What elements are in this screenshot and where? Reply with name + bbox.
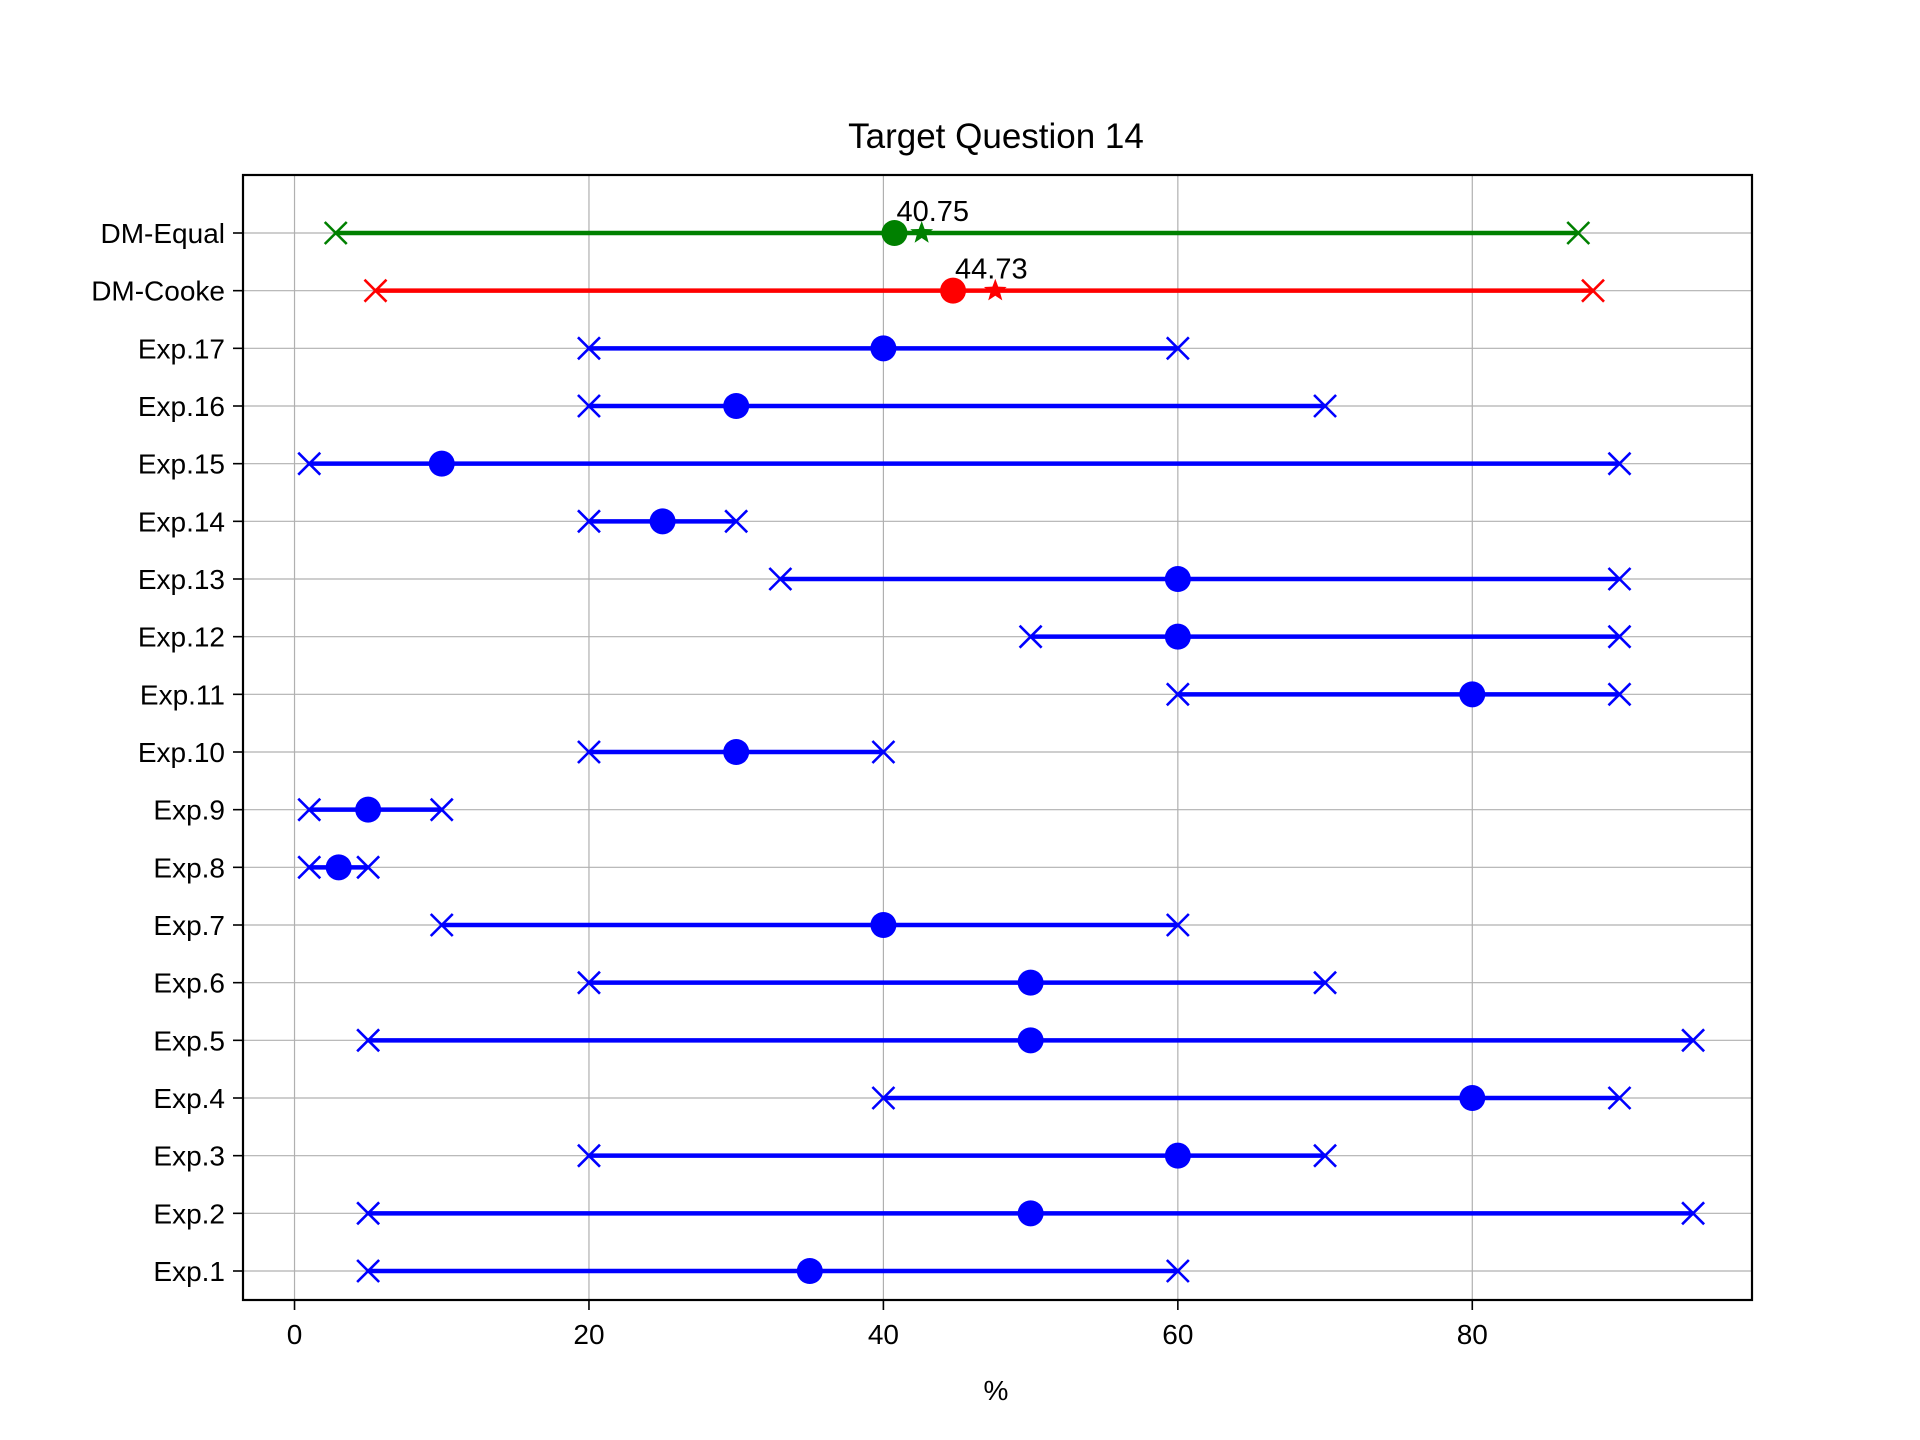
upper-bound-marker [1681,1201,1706,1226]
median-marker [1017,1027,1044,1054]
upper-bound-marker [724,509,749,534]
median-marker [1459,1085,1486,1111]
y-tick-label: Exp.13 [138,564,225,595]
y-tick-label: Exp.3 [153,1141,225,1172]
lower-bound-marker [297,797,322,822]
lower-bound-marker [297,855,322,880]
median-marker [1459,681,1486,708]
upper-bound-marker [1165,913,1190,937]
upper-bound-marker [871,740,896,764]
median-marker [1164,566,1191,592]
median-marker [940,277,967,304]
lower-bound-marker [1018,624,1043,649]
median-marker [649,508,676,535]
upper-bound-marker [1607,624,1632,649]
y-tick-label: Exp.15 [138,449,225,480]
lower-bound-marker [577,394,601,418]
upper-bound-marker [1607,682,1632,707]
lower-bound-marker [297,451,322,476]
lower-bound-marker [363,278,388,303]
y-tick-label: Exp.2 [153,1198,225,1229]
median-marker [1164,623,1191,650]
upper-bound-marker [1165,1259,1190,1283]
y-tick-label: Exp.16 [138,391,225,422]
y-tick-label: Exp.6 [153,968,225,999]
interval-series: 40.75 44.73 [297,196,1706,1284]
median-marker [1164,1142,1191,1169]
lower-bound-marker [1165,682,1190,707]
y-tick-label: DM-Cooke [91,276,225,307]
y-tick-label: Exp.4 [153,1083,225,1114]
upper-bound-marker [1607,451,1632,476]
x-axis: 0 20 40 60 80 [287,1300,1488,1350]
median-marker [881,220,908,246]
upper-bound-marker [1581,278,1605,303]
median-marker [723,393,750,419]
median-marker [723,739,750,765]
y-axis: DM-Equal DM-Cooke Exp.17 Exp.16 Exp.15 Exp.14… [91,218,243,1287]
lower-bound-marker [356,1028,381,1053]
upper-bound-marker [1566,221,1591,245]
lower-bound-marker [577,336,601,361]
y-tick-label: Exp.5 [153,1025,225,1056]
lower-bound-marker [577,740,601,764]
median-marker [355,796,382,823]
median-marker [796,1258,823,1284]
y-tick-label: Exp.14 [138,506,225,537]
lower-bound-marker [577,509,601,534]
upper-bound-marker [356,855,381,880]
x-tick-label: 60 [1162,1319,1193,1350]
y-tick-label: Exp.12 [138,622,225,653]
lower-bound-marker [577,1143,601,1168]
lower-bound-marker [356,1259,381,1283]
x-tick-label: 40 [868,1319,899,1350]
upper-bound-marker [429,797,454,822]
y-tick-label: Exp.9 [153,795,225,826]
plot-frame [241,173,1754,1302]
upper-bound-marker [1313,970,1337,995]
y-tick-label: Exp.17 [138,333,225,364]
mean-star-marker [983,278,1007,301]
y-tick-label: Exp.7 [153,910,225,941]
mean-star-marker [910,221,934,243]
median-marker [428,450,455,477]
median-annotation: 40.75 [896,196,969,228]
upper-bound-marker [1607,1086,1632,1110]
upper-bound-marker [1313,1143,1337,1168]
median-marker [325,854,352,881]
lower-bound-marker [577,970,601,995]
upper-bound-marker [1165,336,1190,361]
y-tick-label: Exp.11 [140,679,225,710]
x-axis-label: % [984,1375,1009,1406]
median-marker [1017,969,1044,996]
upper-bound-marker [1681,1028,1706,1053]
y-tick-label: Exp.8 [153,852,225,883]
upper-bound-marker [1607,567,1632,591]
x-tick-label: 0 [287,1319,303,1350]
chart-title: Target Question 14 [848,117,1144,156]
x-tick-label: 20 [573,1319,604,1350]
median-marker [870,335,897,362]
y-tick-label: Exp.1 [153,1256,225,1287]
lower-bound-marker [356,1201,381,1226]
y-tick-label: Exp.10 [138,737,225,768]
median-marker [1017,1200,1044,1227]
y-tick-label: DM-Equal [101,218,225,249]
median-marker [870,912,897,938]
lower-bound-marker [429,913,454,937]
lower-bound-marker [323,221,348,245]
lower-bound-marker [768,567,793,591]
upper-bound-marker [1313,394,1337,418]
x-tick-label: 80 [1457,1319,1488,1350]
lower-bound-marker [871,1086,896,1110]
median-annotation: 44.73 [955,254,1028,286]
